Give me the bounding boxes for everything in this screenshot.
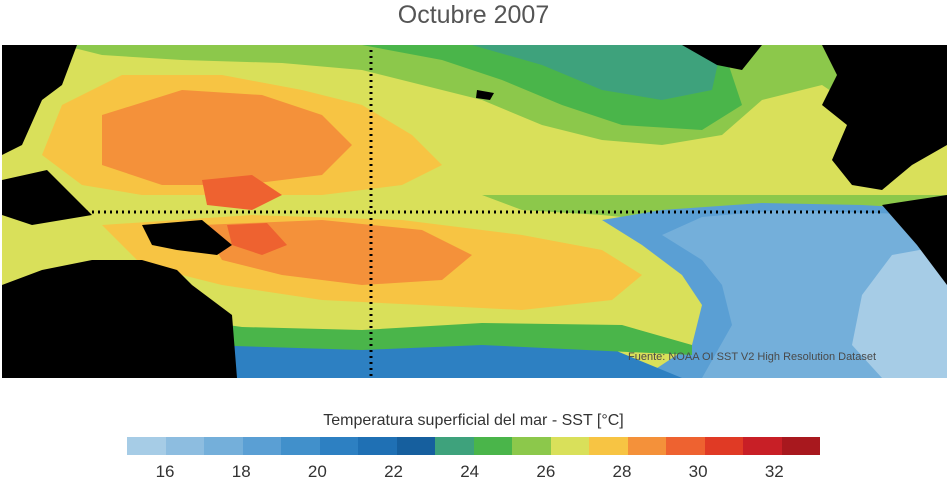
source-note: Fuente: NOAA OI SST V2 High Resolution D…: [628, 351, 877, 363]
north-cool-band-3: [472, 45, 722, 100]
colorbar-swatch: [242, 437, 281, 455]
colorbar-swatch: [204, 437, 243, 455]
coastal-upwelling: [852, 245, 947, 378]
land-central-america: [822, 45, 947, 190]
colorbar-swatch: [127, 437, 166, 455]
land-hawaii: [476, 90, 494, 100]
land-new-guinea: [142, 220, 232, 255]
colorbar-swatch: [781, 437, 820, 455]
colorbar-tick-label: 26: [536, 462, 556, 481]
colorbar-swatch: [627, 437, 666, 455]
land-south-america: [882, 195, 947, 285]
colorbar-tick-label: 20: [307, 462, 327, 481]
colorbar-swatch: [358, 437, 397, 455]
colorbar-swatch: [165, 437, 204, 455]
land-asia: [2, 45, 77, 155]
colorbar-swatch: [589, 437, 628, 455]
colorbar-tick-label: 24: [460, 462, 480, 481]
colorbar-swatch: [666, 437, 705, 455]
map-title: Octubre 2007: [397, 1, 550, 29]
hot-spot-north: [202, 175, 282, 210]
colorbar-swatch: [281, 437, 320, 455]
colorbar-label: Temperatura superficial del mar - SST [°…: [323, 412, 624, 429]
colorbar: [127, 437, 820, 455]
colorbar-swatch: [512, 437, 551, 455]
colorbar-swatch: [473, 437, 512, 455]
colorbar-swatch: [396, 437, 435, 455]
colorbar-swatch: [743, 437, 782, 455]
warm-pool-north: [102, 90, 352, 185]
hot-spot-south: [227, 223, 287, 255]
colorbar-tick-label: 22: [384, 462, 403, 481]
colorbar-swatch: [435, 437, 474, 455]
colorbar-swatch: [704, 437, 743, 455]
colorbar-tick-label: 16: [155, 462, 175, 481]
colorbar-tick-label: 18: [231, 462, 251, 481]
colorbar-swatch: [550, 437, 589, 455]
colorbar-tick-label: 28: [612, 462, 632, 481]
colorbar-ticks: 16 18 20 22 24 26 28 30 32: [127, 462, 820, 481]
sst-map-svg: [2, 45, 947, 378]
sst-map: [2, 45, 947, 378]
colorbar-tick-label: 30: [688, 462, 708, 481]
colorbar-swatch: [319, 437, 358, 455]
land-australia: [2, 260, 237, 378]
colorbar-tick-label: 32: [764, 462, 784, 481]
land-north-america-nw: [682, 45, 762, 70]
